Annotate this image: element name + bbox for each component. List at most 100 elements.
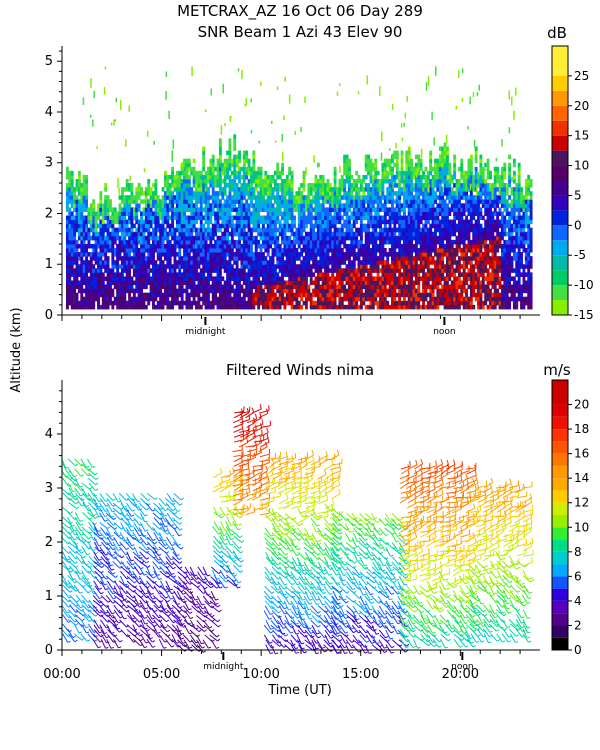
heatmap-cell <box>338 272 342 277</box>
heatmap-cell <box>70 239 74 245</box>
heatmap-cell <box>431 288 435 294</box>
heatmap-cell <box>453 162 457 168</box>
heatmap-cell <box>106 256 110 261</box>
heatmap-cell <box>448 211 452 217</box>
heatmap-cell <box>235 260 239 265</box>
heatmap-cell <box>68 288 72 294</box>
heatmap-cell <box>97 207 100 212</box>
heatmap-cell <box>302 284 306 290</box>
heatmap-cell <box>426 264 430 269</box>
heatmap-cell <box>233 162 237 168</box>
heatmap-cell <box>92 272 96 277</box>
heatmap-cell <box>388 252 392 257</box>
heatmap-cell <box>419 211 423 217</box>
heatmap-cell <box>331 292 335 298</box>
heatmap-cell <box>309 280 313 286</box>
heatmap-cell <box>386 207 390 212</box>
heatmap-cell <box>204 231 208 237</box>
heatmap-cell <box>264 243 268 249</box>
heatmap-cell <box>410 288 414 294</box>
heatmap-cell <box>106 276 110 281</box>
heatmap-cell <box>202 215 206 221</box>
heatmap-cell <box>163 288 167 294</box>
heatmap-cell <box>393 248 397 253</box>
heatmap-cell <box>230 272 234 277</box>
heatmap-cell <box>173 288 177 294</box>
heatmap-cell <box>324 195 327 200</box>
heatmap-cell <box>304 239 308 245</box>
heatmap-cell <box>300 183 304 188</box>
heatmap-cell <box>443 235 447 241</box>
heatmap-cell <box>154 187 158 192</box>
heatmap-cell <box>185 284 189 290</box>
heatmap-cell <box>405 158 409 164</box>
heatmap-cell <box>300 223 304 229</box>
heatmap-cell <box>402 211 406 217</box>
heatmap-cell <box>393 207 397 212</box>
heatmap-cell <box>161 187 165 192</box>
heatmap-cell <box>163 292 167 298</box>
heatmap-cell <box>419 260 423 265</box>
heatmap-cell <box>309 227 313 233</box>
heatmap-cell <box>331 219 335 225</box>
heatmap-cell <box>381 276 385 281</box>
heatmap-cell <box>343 239 347 245</box>
heatmap-cell <box>438 195 442 200</box>
heatmap-cell <box>128 231 132 237</box>
heatmap-cell <box>116 252 120 257</box>
heatmap-cell <box>233 231 237 237</box>
heatmap-cell <box>391 300 394 306</box>
heatmap-cell <box>149 296 153 302</box>
heatmap-cell <box>405 170 409 176</box>
heatmap-cell <box>436 166 440 172</box>
heatmap-cell <box>109 296 112 302</box>
heatmap-cell <box>307 243 311 249</box>
heatmap-cell <box>273 223 277 229</box>
heatmap-cell <box>166 276 170 281</box>
heatmap-cell <box>364 276 368 281</box>
heatmap-cell <box>371 256 375 261</box>
heatmap-cell <box>309 187 313 192</box>
heatmap-cell <box>240 284 244 290</box>
heatmap-cell <box>238 268 241 273</box>
heatmap-cell <box>309 191 313 196</box>
heatmap-cell <box>163 300 167 306</box>
heatmap-cell <box>85 252 88 257</box>
heatmap-cell <box>70 304 74 310</box>
heatmap-cell <box>398 231 402 237</box>
heatmap-cell <box>281 239 284 245</box>
heatmap-cell <box>144 187 148 192</box>
heatmap-cell <box>453 191 457 196</box>
heatmap-cell <box>362 227 366 233</box>
heatmap-cell <box>185 227 189 233</box>
heatmap-cell <box>352 280 356 286</box>
heatmap-cell <box>235 195 239 200</box>
heatmap-cell <box>104 296 108 302</box>
heatmap-cell <box>388 264 392 269</box>
heatmap-cell <box>271 227 275 233</box>
heatmap-cell <box>383 268 387 273</box>
heatmap-cell <box>381 170 385 176</box>
heatmap-cell <box>68 183 72 188</box>
heatmap-cell <box>357 264 361 269</box>
heatmap-cell <box>273 235 277 241</box>
heatmap-cell <box>147 260 151 265</box>
heatmap-cell <box>352 187 356 192</box>
heatmap-cell <box>379 203 382 208</box>
heatmap-cell <box>326 268 330 273</box>
heatmap-cell <box>192 272 196 277</box>
heatmap-cell <box>221 300 225 306</box>
heatmap-cell <box>345 158 349 164</box>
heatmap-cell <box>326 296 330 302</box>
heatmap-cell <box>144 239 148 245</box>
heatmap-cell <box>242 195 246 200</box>
heatmap-cell <box>245 211 249 217</box>
heatmap-cell <box>240 288 244 294</box>
heatmap-cell <box>460 187 464 192</box>
heatmap-cell <box>367 207 371 212</box>
heatmap-cell <box>252 207 256 212</box>
heatmap-cell <box>457 211 461 217</box>
heatmap-cell <box>288 191 292 196</box>
heatmap-cell <box>190 276 194 281</box>
heatmap-cell <box>350 195 354 200</box>
